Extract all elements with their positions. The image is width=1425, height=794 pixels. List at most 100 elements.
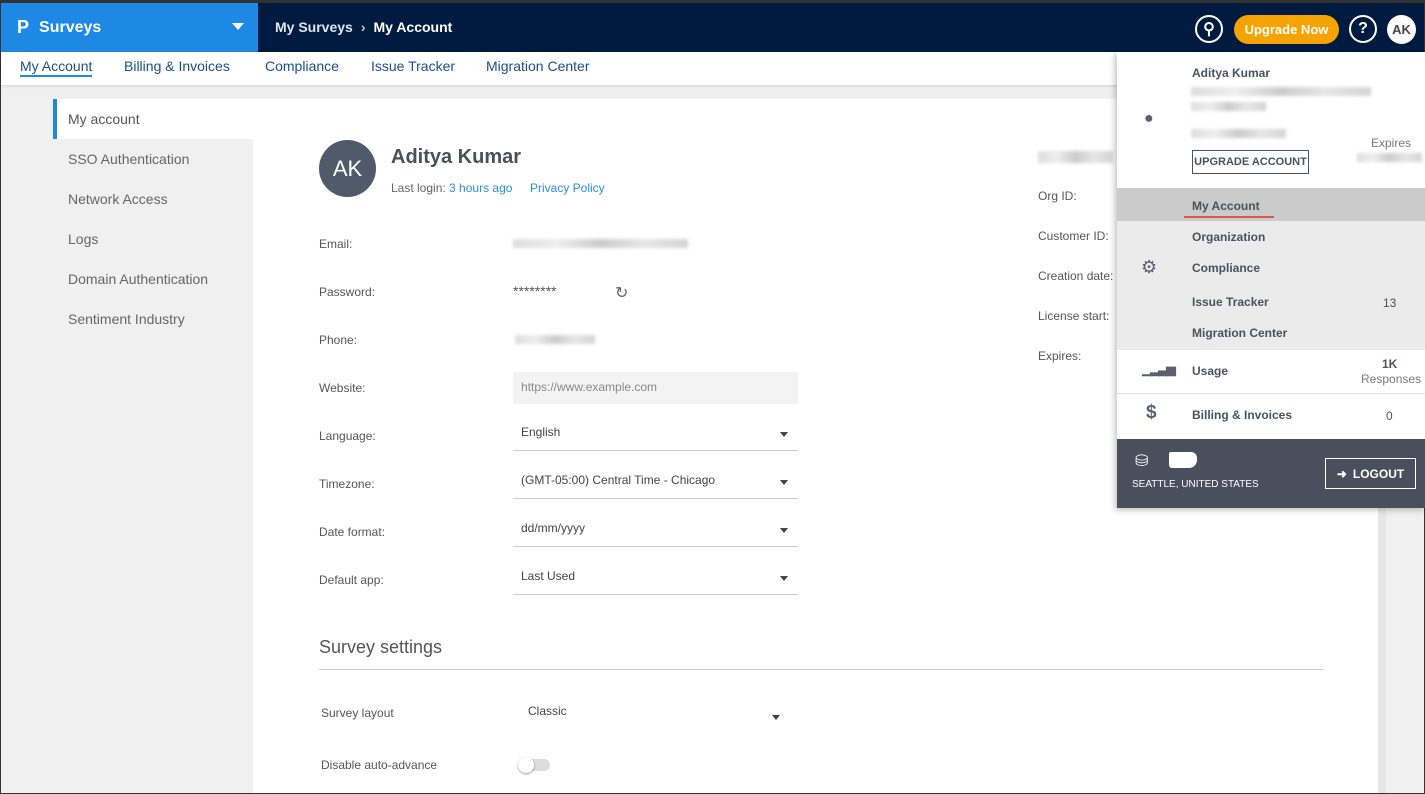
menu-item-issue-tracker[interactable]: Issue Tracker	[1192, 295, 1269, 309]
logout-button[interactable]: ➜ LOGOUT	[1325, 458, 1416, 489]
password-value: ********	[513, 283, 557, 299]
caret-down-icon	[232, 23, 244, 30]
date-format-select[interactable]: dd/mm/yyyy	[513, 515, 798, 547]
menu-item-organization[interactable]: Organization	[1192, 230, 1266, 244]
expires-label: Expires:	[1038, 349, 1082, 363]
language-label: Language:	[319, 429, 376, 443]
survey-layout-label: Survey layout	[321, 706, 394, 720]
us-map-icon	[1169, 452, 1197, 468]
user-icon: ●	[1144, 110, 1154, 127]
menu-item-migration-center[interactable]: Migration Center	[1192, 326, 1288, 340]
sidebar-item-logs[interactable]: Logs	[68, 231, 99, 247]
dropdown-plan-redacted	[1191, 129, 1286, 138]
app-switcher[interactable]: P Surveys	[1, 3, 258, 52]
caret-down-icon	[780, 432, 788, 437]
sidebar-item-sentiment-industry[interactable]: Sentiment Industry	[68, 311, 185, 327]
logo-icon: P	[17, 17, 30, 37]
default-app-select[interactable]: Last Used	[513, 563, 798, 595]
profile-avatar: AK	[319, 140, 376, 197]
org-id-label: Org ID:	[1038, 189, 1077, 203]
dollar-icon: $	[1146, 402, 1157, 423]
reset-password-icon[interactable]: ↻	[615, 285, 629, 302]
upgrade-now-button[interactable]: Upgrade Now	[1234, 15, 1339, 44]
default-app-value: Last Used	[521, 569, 576, 583]
subnav-billing[interactable]: Billing & Invoices	[124, 58, 230, 74]
last-login-label: Last login:	[391, 181, 446, 195]
timezone-label: Timezone:	[319, 477, 375, 491]
date-format-label: Date format:	[319, 525, 386, 539]
sidebar-item-domain-auth[interactable]: Domain Authentication	[68, 271, 209, 287]
last-login: Last login: 3 hours ago	[391, 181, 512, 195]
phone-label: Phone:	[319, 333, 358, 347]
license-start-label: License start:	[1038, 309, 1110, 323]
divider	[1117, 393, 1425, 394]
usage-unit: Responses	[1361, 372, 1422, 386]
org-name-redacted	[1038, 151, 1113, 163]
password-label: Password:	[319, 285, 376, 299]
subnav-migration-center[interactable]: Migration Center	[486, 58, 590, 74]
chevron-right-icon: ›	[360, 19, 366, 35]
menu-item-billing[interactable]: Billing & Invoices	[1192, 408, 1293, 422]
expiry-date-redacted	[1357, 153, 1422, 162]
phone-value-redacted	[515, 335, 595, 344]
email-value-redacted	[513, 239, 688, 248]
issue-count: 13	[1383, 296, 1397, 310]
creation-date-label: Creation date:	[1038, 269, 1114, 283]
auto-advance-label: Disable auto-advance	[321, 758, 438, 772]
language-value: English	[521, 425, 561, 439]
sidebar-item-network-access[interactable]: Network Access	[68, 191, 168, 207]
top-bar: P Surveys My Surveys › My Account ⚲ Upgrade…	[1, 1, 1424, 52]
survey-layout-value: Classic	[528, 704, 567, 718]
logout-label: LOGOUT	[1352, 466, 1405, 481]
help-button[interactable]: ?	[1349, 15, 1377, 43]
caret-down-icon	[772, 715, 780, 720]
dropdown-footer: ⛁ SEATTLE, UNITED STATES ➜ LOGOUT	[1117, 439, 1425, 508]
divider	[319, 669, 1324, 670]
website-label: Website:	[319, 381, 366, 395]
menu-item-my-account-row[interactable]	[1117, 188, 1425, 221]
user-dropdown-menu: ● Aditya Kumar UPGRADE ACCOUNT Expires M…	[1117, 52, 1425, 508]
menu-item-my-account[interactable]: My Account	[1192, 199, 1260, 213]
location-label: SEATTLE, UNITED STATES	[1132, 479, 1259, 490]
breadcrumb-my-surveys[interactable]: My Surveys	[275, 19, 353, 35]
user-avatar-button[interactable]: AK	[1387, 15, 1416, 44]
app-name: Surveys	[39, 18, 102, 36]
logout-icon: ➜	[1336, 466, 1347, 481]
dropdown-user-name: Aditya Kumar	[1192, 66, 1271, 80]
survey-layout-select[interactable]: Classic	[520, 702, 790, 726]
timezone-select[interactable]: (GMT-05:00) Central Time - Chicago	[513, 467, 798, 499]
subnav-compliance[interactable]: Compliance	[265, 58, 339, 74]
search-button[interactable]: ⚲	[1195, 15, 1223, 43]
sidebar-item-my-account[interactable]: My account	[53, 99, 253, 139]
customer-id-label: Customer ID:	[1038, 229, 1109, 243]
email-label: Email:	[319, 237, 353, 251]
timezone-value: (GMT-05:00) Central Time - Chicago	[521, 473, 716, 487]
subnav-my-account[interactable]: My Account	[20, 58, 93, 77]
gears-icon: ⚙	[1141, 257, 1158, 277]
privacy-policy-link[interactable]: Privacy Policy	[530, 181, 605, 195]
menu-item-usage[interactable]: Usage	[1192, 364, 1229, 378]
dropdown-username-redacted	[1191, 102, 1266, 111]
database-icon: ⛁	[1135, 453, 1149, 470]
auto-advance-toggle[interactable]	[518, 757, 550, 773]
signal-bars-icon: ▁▂▃▅	[1142, 361, 1176, 376]
caret-down-icon	[780, 480, 788, 485]
billing-value: 0	[1386, 409, 1393, 423]
dropdown-expires-label: Expires	[1371, 136, 1412, 150]
caret-down-icon	[780, 576, 788, 581]
search-icon: ⚲	[1203, 21, 1215, 38]
subnav-issue-tracker[interactable]: Issue Tracker	[371, 58, 456, 74]
usage-value: 1K	[1382, 357, 1398, 371]
settings-sidebar: My account SSO Authentication Network Ac…	[53, 99, 253, 793]
website-input[interactable]: https://www.example.com	[513, 372, 798, 404]
active-underline	[1184, 216, 1274, 218]
sidebar-item-sso[interactable]: SSO Authentication	[68, 151, 190, 167]
upgrade-account-button[interactable]: UPGRADE ACCOUNT	[1192, 150, 1309, 174]
breadcrumb: My Surveys › My Account	[275, 19, 452, 35]
profile-name: Aditya Kumar	[391, 146, 522, 168]
menu-item-compliance[interactable]: Compliance	[1192, 261, 1261, 275]
last-login-link[interactable]: 3 hours ago	[449, 181, 513, 195]
language-select[interactable]: English	[513, 419, 798, 451]
caret-down-icon	[780, 528, 788, 533]
survey-settings-heading: Survey settings	[319, 637, 443, 657]
